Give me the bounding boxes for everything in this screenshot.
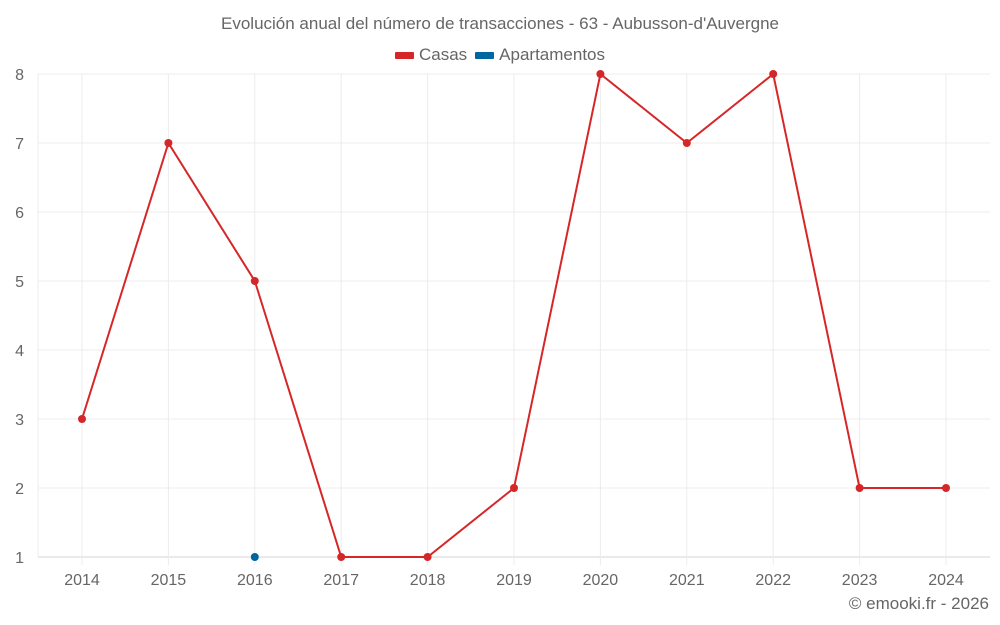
data-point-casas[interactable] <box>164 139 173 147</box>
x-tick-label: 2017 <box>323 572 359 589</box>
data-point-casas[interactable] <box>337 553 346 561</box>
y-tick-label: 8 <box>15 67 24 84</box>
legend: Casas Apartamentos <box>0 45 1000 65</box>
x-tick-label: 2021 <box>669 572 705 589</box>
legend-item-apartamentos[interactable]: Apartamentos <box>475 45 605 65</box>
y-tick-label: 4 <box>15 343 24 360</box>
y-axis: 1 2 3 4 5 6 7 8 <box>15 67 24 567</box>
x-tick-label: 2016 <box>237 572 273 589</box>
data-point-casas[interactable] <box>423 553 432 561</box>
x-tick-label: 2018 <box>410 572 446 589</box>
data-point-casas[interactable] <box>682 139 691 147</box>
data-point-casas[interactable] <box>855 484 864 492</box>
y-tick-label: 2 <box>15 481 24 498</box>
data-point-casas[interactable] <box>596 70 605 78</box>
copyright-text: © emooki.fr - 2026 <box>848 594 989 613</box>
x-tick-label: 2024 <box>928 572 964 589</box>
data-point-casas[interactable] <box>250 277 259 285</box>
x-axis: 2014 2015 2016 2017 2018 2019 2020 2021 2022 2023… <box>64 572 964 589</box>
legend-swatch-casas <box>394 51 414 59</box>
data-point-casas[interactable] <box>769 70 778 78</box>
x-tick-label: 2022 <box>755 572 791 589</box>
legend-item-casas[interactable]: Casas <box>394 45 468 65</box>
y-tick-label: 3 <box>15 412 24 429</box>
y-tick-label: 6 <box>15 205 24 222</box>
legend-label-casas: Casas <box>418 45 468 64</box>
y-tick-label: 1 <box>15 550 24 567</box>
x-tick-label: 2023 <box>842 572 878 589</box>
legend-swatch-apartamentos <box>475 51 495 59</box>
data-point-apartamentos[interactable] <box>250 553 259 561</box>
x-tick-label: 2020 <box>583 572 619 589</box>
chart-title: Evolución anual del número de transaccio… <box>221 14 779 33</box>
legend-label-apartamentos: Apartamentos <box>499 45 606 64</box>
x-tick-label: 2015 <box>151 572 187 589</box>
x-tick-label: 2014 <box>64 572 100 589</box>
y-tick-label: 5 <box>15 274 24 291</box>
x-tick-label: 2019 <box>496 572 532 589</box>
data-point-casas[interactable] <box>510 484 518 492</box>
data-point-casas[interactable] <box>78 415 86 423</box>
y-tick-label: 7 <box>15 136 24 153</box>
data-point-casas[interactable] <box>942 484 950 492</box>
series-layer <box>78 70 950 561</box>
